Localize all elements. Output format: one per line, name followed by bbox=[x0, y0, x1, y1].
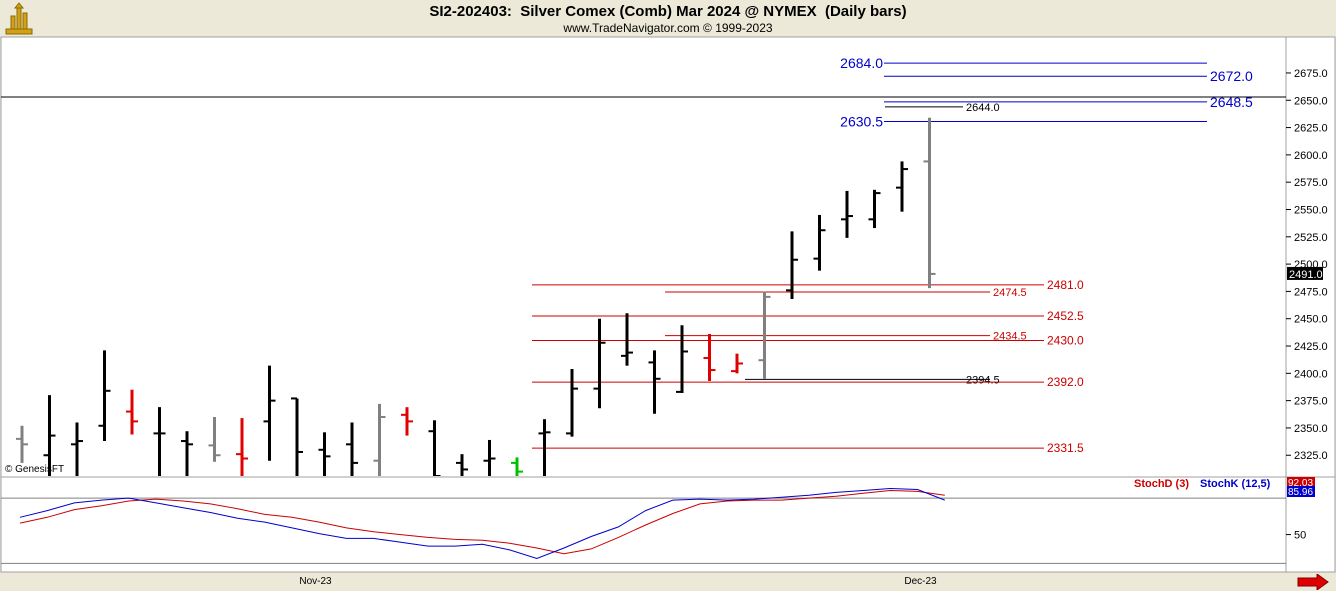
level-label: 2644.0 bbox=[966, 102, 1000, 114]
level-label: 2331.5 bbox=[1047, 441, 1084, 455]
genesis-watermark: © GenesisFT bbox=[5, 464, 64, 475]
last-price-label: 2491.0 bbox=[1289, 269, 1323, 281]
trade-navigator-logo-icon bbox=[5, 2, 33, 35]
ohlc-bar bbox=[731, 353, 743, 374]
ohlc-bar bbox=[538, 419, 551, 476]
ohlc-bar bbox=[621, 313, 633, 366]
price-axis-background bbox=[1285, 36, 1336, 478]
legend-stochd: StochD (3) bbox=[1134, 478, 1189, 490]
price-tick-label: 2475.0 bbox=[1294, 286, 1328, 298]
ohlc-bar bbox=[346, 422, 358, 476]
price-tick-label: 2400.0 bbox=[1294, 368, 1328, 380]
level-label: 2452.5 bbox=[1047, 309, 1084, 323]
chart-header: SI2-202403: Silver Comex (Comb) Mar 2024… bbox=[0, 0, 1336, 37]
ohlc-bar bbox=[676, 325, 688, 393]
level-label: 2392.0 bbox=[1047, 375, 1084, 389]
price-tick-label: 2575.0 bbox=[1294, 177, 1328, 189]
price-tick-label: 2375.0 bbox=[1294, 396, 1328, 408]
ohlc-bar bbox=[566, 368, 578, 437]
ohlc-bar bbox=[236, 418, 248, 476]
stoch-tick-label: 50 bbox=[1294, 530, 1306, 542]
legend-stochk: StochK (12,5) bbox=[1200, 478, 1271, 490]
ohlc-bar bbox=[483, 439, 496, 476]
ohlc-bar bbox=[208, 417, 221, 462]
level-label: 2474.5 bbox=[993, 287, 1027, 299]
ohlc-bar bbox=[758, 291, 771, 379]
ohlc-bar bbox=[786, 231, 798, 300]
price-tick-label: 2625.0 bbox=[1294, 123, 1328, 135]
level-label: 2672.0 bbox=[1210, 68, 1253, 84]
date-axis-label: Dec-23 bbox=[904, 576, 937, 587]
ohlc-bar bbox=[16, 425, 28, 463]
support-resistance-levels: 2684.0 2672.0 2648.5 2644.0 2630.5 2481.0 2474… bbox=[532, 55, 1253, 455]
stoch-readout-value: 92.03 bbox=[1288, 478, 1313, 489]
indicator-panel-background bbox=[0, 476, 1287, 573]
ohlc-bar bbox=[263, 365, 276, 461]
price-tick-label: 2425.0 bbox=[1294, 341, 1328, 353]
stoch-readout-box bbox=[1287, 477, 1315, 488]
stoch-readout-box bbox=[1287, 486, 1315, 497]
ohlc-bar bbox=[428, 420, 441, 476]
ohlc-bar bbox=[291, 397, 303, 476]
date-axis-label: Nov-23 bbox=[299, 576, 332, 587]
ohlc-bar bbox=[318, 432, 331, 476]
ohlc-bar bbox=[43, 395, 56, 476]
ohlc-bar bbox=[923, 117, 936, 289]
price-bars bbox=[16, 117, 936, 476]
stoch-series-line bbox=[19, 487, 945, 560]
chart-subtitle: www.TradeNavigator.com © 1999-2023 bbox=[563, 21, 773, 35]
chart-title: SI2-202403: Silver Comex (Comb) Mar 2024… bbox=[429, 3, 907, 20]
price-tick-label: 2325.0 bbox=[1294, 450, 1328, 462]
level-label: 2394.5 bbox=[966, 374, 1000, 386]
ohlc-bar bbox=[703, 334, 716, 381]
ohlc-bar bbox=[868, 189, 881, 229]
last-price-box bbox=[1287, 266, 1323, 280]
price-tick-label: 2525.0 bbox=[1294, 232, 1328, 244]
ohlc-bar bbox=[841, 190, 853, 238]
stoch-readout-value: 85.96 bbox=[1288, 487, 1313, 498]
level-label: 2481.0 bbox=[1047, 278, 1084, 292]
scroll-right-arrow-icon[interactable] bbox=[1297, 574, 1329, 590]
ohlc-bar bbox=[181, 431, 193, 476]
price-tick-label: 2600.0 bbox=[1294, 150, 1328, 162]
price-tick-label: 2650.0 bbox=[1294, 95, 1328, 107]
ohlc-bar bbox=[456, 454, 468, 476]
price-tick-label: 2550.0 bbox=[1294, 204, 1328, 216]
ohlc-bar bbox=[813, 214, 826, 271]
price-tick-label: 2675.0 bbox=[1294, 68, 1328, 80]
level-label: 2630.5 bbox=[840, 114, 883, 130]
ohlc-bar bbox=[373, 403, 386, 476]
ohlc-bar bbox=[593, 318, 606, 409]
level-label: 2434.5 bbox=[993, 331, 1027, 343]
ohlc-bar bbox=[126, 389, 138, 435]
price-tick-label: 2350.0 bbox=[1294, 423, 1328, 435]
price-panel-background bbox=[0, 36, 1287, 478]
price-axis-ticks: 2325.0 2350.0 2375.0 2400.0 2425.0 2450.0 2475… bbox=[1286, 68, 1328, 462]
level-label: 2684.0 bbox=[840, 55, 883, 71]
level-label: 2430.0 bbox=[1047, 334, 1084, 348]
ohlc-bar bbox=[401, 407, 413, 436]
price-tick-label: 2450.0 bbox=[1294, 314, 1328, 326]
ohlc-bar bbox=[71, 422, 83, 476]
ohlc-bar bbox=[153, 407, 166, 476]
level-label: 2648.5 bbox=[1210, 94, 1253, 110]
ohlc-bar bbox=[896, 161, 908, 212]
stoch-series-line bbox=[19, 489, 945, 555]
ohlc-bar bbox=[511, 457, 523, 476]
ohlc-bar bbox=[648, 350, 661, 414]
ohlc-bar bbox=[98, 350, 111, 442]
date-axis: Nov-23 Dec-23 bbox=[299, 576, 937, 587]
